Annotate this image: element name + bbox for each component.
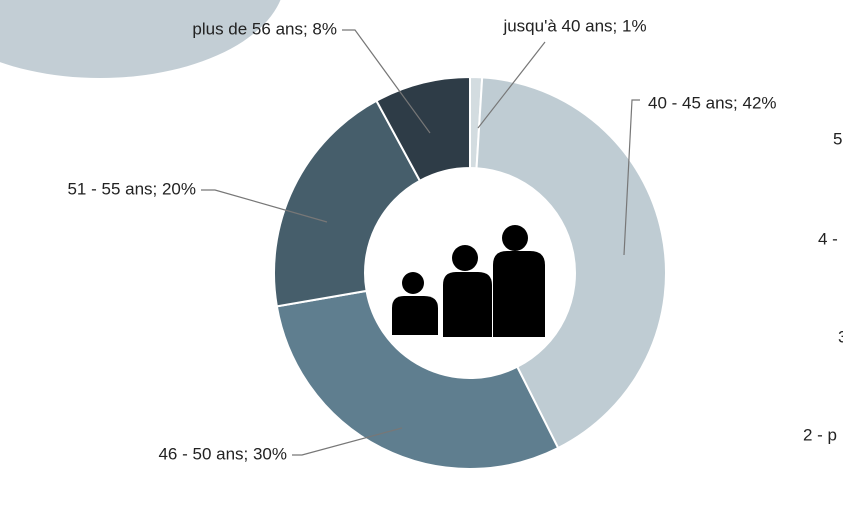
data-label: 46 - 50 ans; 30% [158, 444, 287, 463]
slices [273, 75, 667, 470]
cropped-label: 5 [833, 129, 842, 148]
slice [275, 289, 560, 470]
cropped-label: 2 - p [803, 425, 837, 444]
data-label: 51 - 55 ans; 20% [67, 179, 196, 198]
leader-line [292, 427, 403, 456]
slice [475, 76, 667, 450]
data-label: plus de 56 ans; 8% [192, 19, 337, 38]
slice [375, 75, 471, 183]
data-label: jusqu'à 40 ans; 1% [502, 16, 646, 35]
cropped-label: 3 [838, 327, 843, 346]
decor-ellipse [0, 0, 281, 78]
leader-line [201, 189, 328, 223]
leader-line [342, 29, 431, 134]
leader-line [623, 99, 640, 256]
cropped-label: 4 - [818, 229, 838, 248]
people-icon [392, 225, 545, 337]
slice [273, 99, 422, 308]
leader-line [477, 41, 546, 129]
data-label: 40 - 45 ans; 42% [648, 93, 777, 112]
